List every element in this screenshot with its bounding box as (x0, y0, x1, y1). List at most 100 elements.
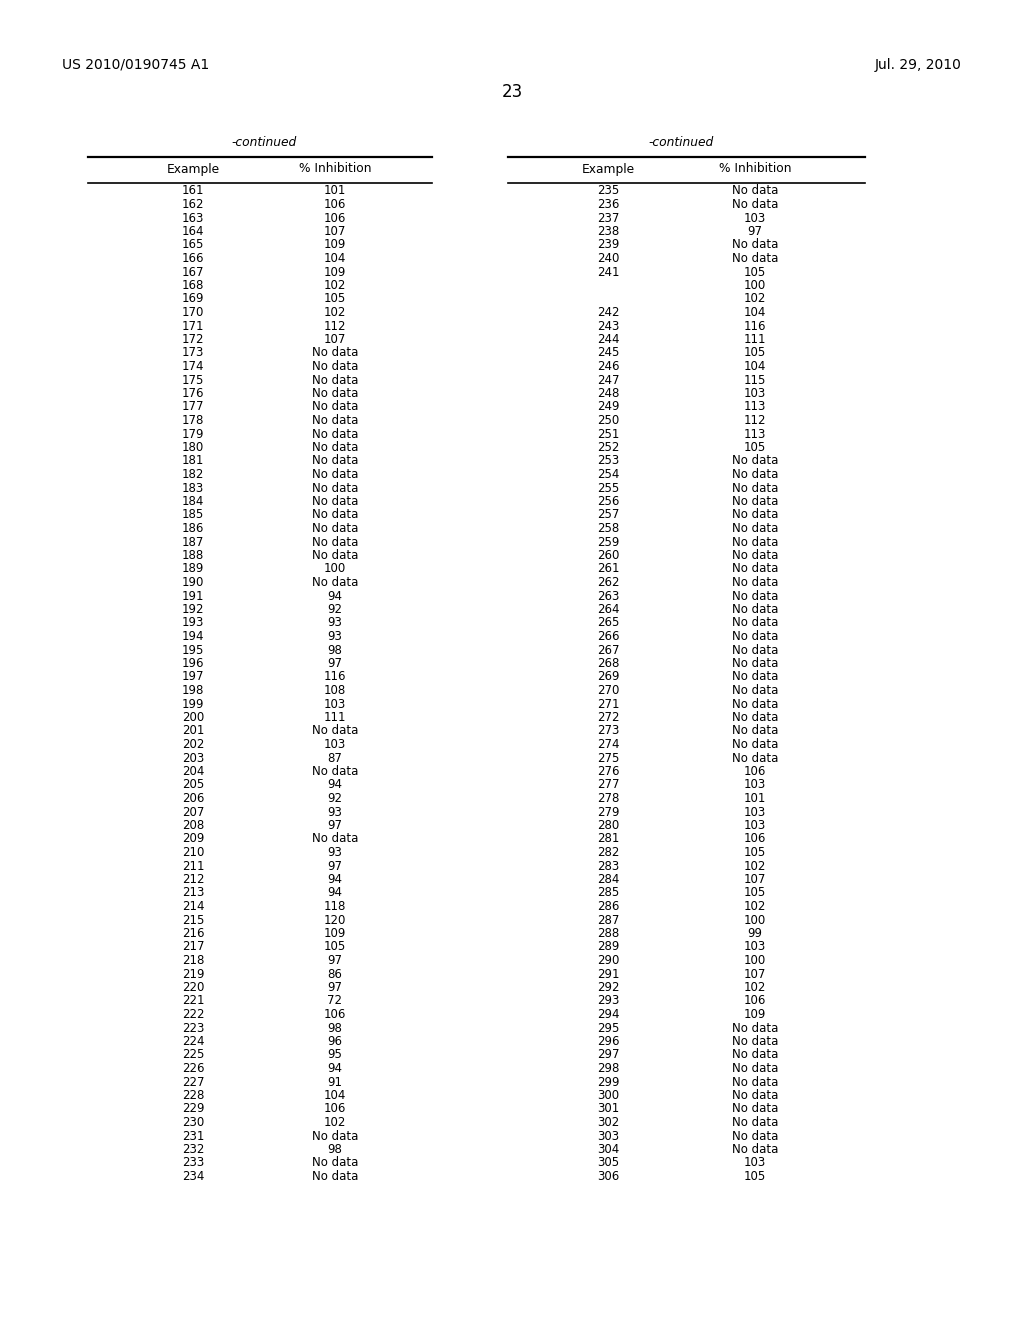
Text: 274: 274 (597, 738, 620, 751)
Text: 109: 109 (324, 265, 346, 279)
Text: No data: No data (732, 751, 778, 764)
Text: 171: 171 (181, 319, 204, 333)
Text: 205: 205 (182, 779, 204, 792)
Text: 244: 244 (597, 333, 620, 346)
Text: No data: No data (732, 549, 778, 562)
Text: 102: 102 (324, 1115, 346, 1129)
Text: 268: 268 (597, 657, 620, 671)
Text: No data: No data (732, 684, 778, 697)
Text: 97: 97 (328, 818, 342, 832)
Text: Jul. 29, 2010: Jul. 29, 2010 (876, 58, 962, 73)
Text: No data: No data (732, 1143, 778, 1156)
Text: No data: No data (732, 521, 778, 535)
Text: 102: 102 (743, 900, 766, 913)
Text: 273: 273 (597, 725, 620, 738)
Text: No data: No data (732, 1089, 778, 1102)
Text: 265: 265 (597, 616, 620, 630)
Text: No data: No data (732, 1048, 778, 1061)
Text: 293: 293 (597, 994, 620, 1007)
Text: No data: No data (312, 374, 358, 387)
Text: 284: 284 (597, 873, 620, 886)
Text: No data: No data (312, 454, 358, 467)
Text: No data: No data (732, 671, 778, 684)
Text: 246: 246 (597, 360, 620, 374)
Text: 252: 252 (597, 441, 620, 454)
Text: 258: 258 (597, 521, 620, 535)
Text: 191: 191 (181, 590, 204, 602)
Text: 105: 105 (324, 293, 346, 305)
Text: 253: 253 (597, 454, 620, 467)
Text: 193: 193 (182, 616, 204, 630)
Text: 106: 106 (324, 198, 346, 211)
Text: 243: 243 (597, 319, 620, 333)
Text: 195: 195 (182, 644, 204, 656)
Text: 189: 189 (182, 562, 204, 576)
Text: 250: 250 (597, 414, 620, 426)
Text: 105: 105 (324, 940, 346, 953)
Text: No data: No data (732, 482, 778, 495)
Text: 210: 210 (182, 846, 204, 859)
Text: 209: 209 (182, 833, 204, 846)
Text: 103: 103 (743, 779, 766, 792)
Text: 300: 300 (597, 1089, 620, 1102)
Text: 220: 220 (182, 981, 204, 994)
Text: 188: 188 (182, 549, 204, 562)
Text: 92: 92 (328, 792, 342, 805)
Text: 200: 200 (182, 711, 204, 723)
Text: No data: No data (732, 469, 778, 480)
Text: 190: 190 (182, 576, 204, 589)
Text: 286: 286 (597, 900, 620, 913)
Text: 165: 165 (182, 239, 204, 252)
Text: 208: 208 (182, 818, 204, 832)
Text: 103: 103 (743, 211, 766, 224)
Text: 197: 197 (181, 671, 204, 684)
Text: 221: 221 (181, 994, 204, 1007)
Text: 100: 100 (324, 562, 346, 576)
Text: 94: 94 (328, 590, 342, 602)
Text: 275: 275 (597, 751, 620, 764)
Text: 230: 230 (182, 1115, 204, 1129)
Text: 294: 294 (597, 1008, 620, 1020)
Text: 105: 105 (743, 1170, 766, 1183)
Text: 116: 116 (324, 671, 346, 684)
Text: 104: 104 (324, 1089, 346, 1102)
Text: 260: 260 (597, 549, 620, 562)
Text: 291: 291 (597, 968, 620, 981)
Text: 115: 115 (743, 374, 766, 387)
Text: 279: 279 (597, 805, 620, 818)
Text: 237: 237 (597, 211, 620, 224)
Text: 245: 245 (597, 346, 620, 359)
Text: 282: 282 (597, 846, 620, 859)
Text: 261: 261 (597, 562, 620, 576)
Text: 297: 297 (597, 1048, 620, 1061)
Text: 214: 214 (181, 900, 204, 913)
Text: 287: 287 (597, 913, 620, 927)
Text: 277: 277 (597, 779, 620, 792)
Text: No data: No data (732, 495, 778, 508)
Text: 106: 106 (743, 994, 766, 1007)
Text: 106: 106 (743, 766, 766, 777)
Text: No data: No data (312, 428, 358, 441)
Text: No data: No data (312, 495, 358, 508)
Text: 290: 290 (597, 954, 620, 968)
Text: No data: No data (732, 454, 778, 467)
Text: 207: 207 (182, 805, 204, 818)
Text: No data: No data (732, 711, 778, 723)
Text: 72: 72 (328, 994, 342, 1007)
Text: No data: No data (312, 400, 358, 413)
Text: No data: No data (312, 1170, 358, 1183)
Text: No data: No data (732, 562, 778, 576)
Text: No data: No data (312, 1130, 358, 1143)
Text: 167: 167 (181, 265, 204, 279)
Text: 255: 255 (597, 482, 620, 495)
Text: 97: 97 (328, 859, 342, 873)
Text: 93: 93 (328, 616, 342, 630)
Text: No data: No data (732, 1035, 778, 1048)
Text: 118: 118 (324, 900, 346, 913)
Text: No data: No data (732, 590, 778, 602)
Text: 182: 182 (182, 469, 204, 480)
Text: 104: 104 (743, 360, 766, 374)
Text: 163: 163 (182, 211, 204, 224)
Text: 172: 172 (181, 333, 204, 346)
Text: 113: 113 (743, 400, 766, 413)
